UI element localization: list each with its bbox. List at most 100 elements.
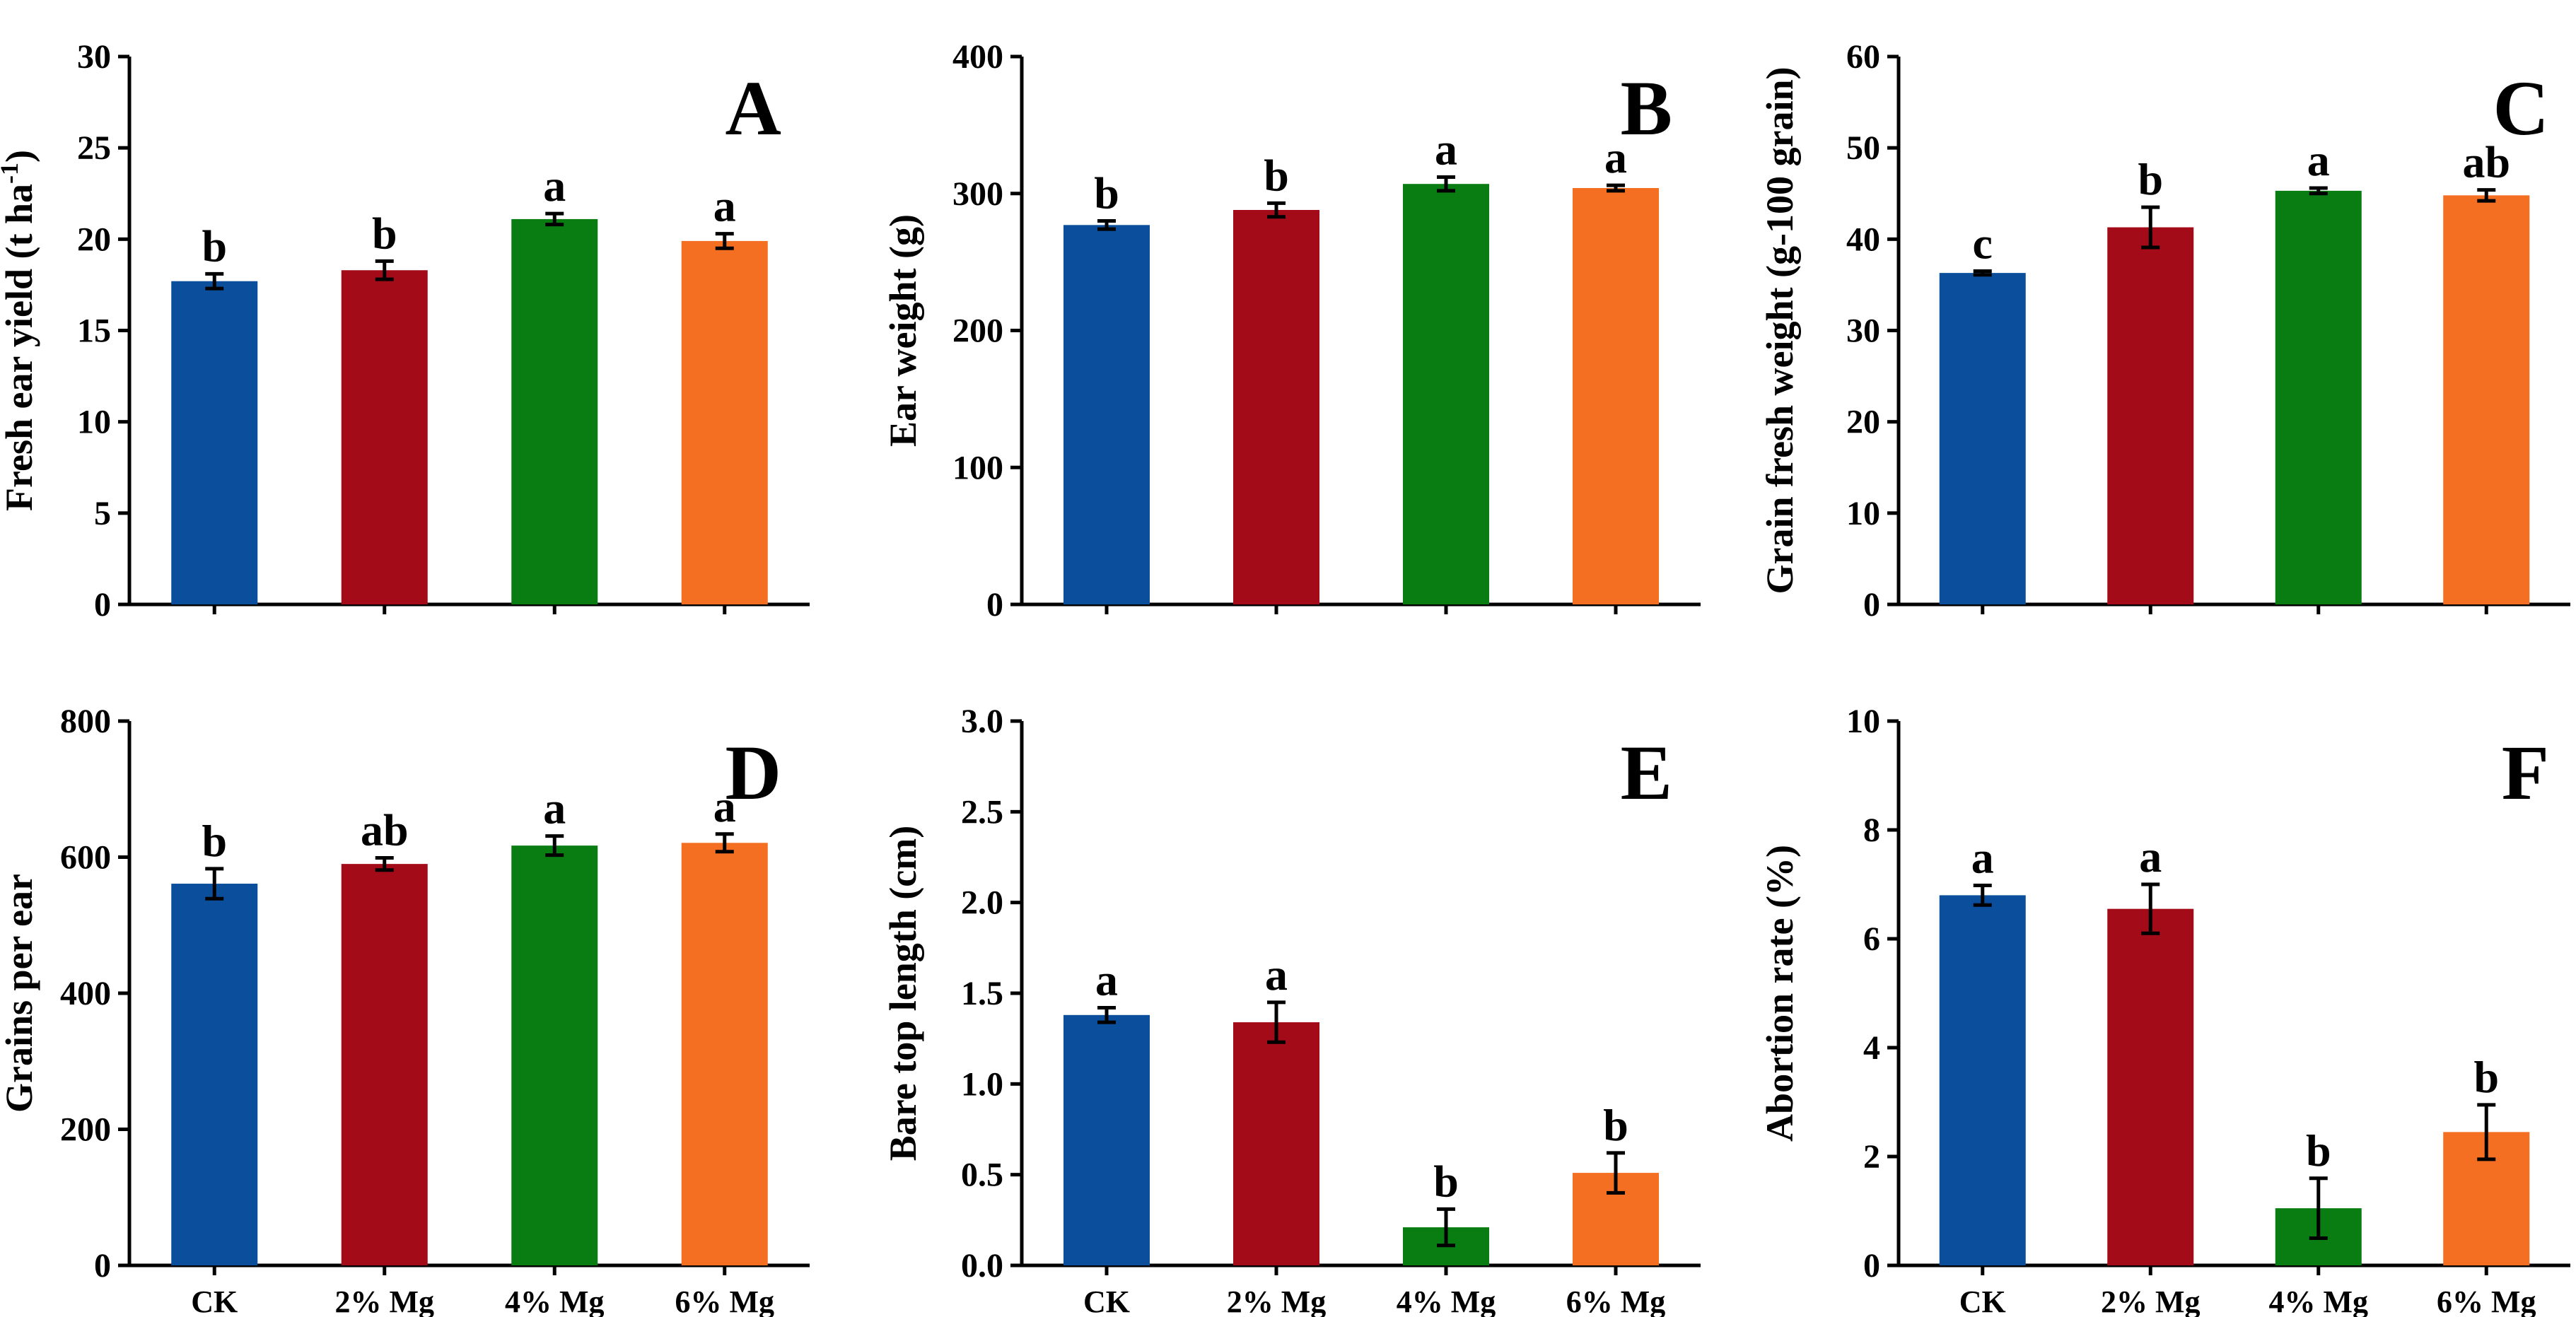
- panel-letter: F: [2502, 730, 2549, 816]
- x-tick-label: 4% Mg: [2268, 1284, 2368, 1317]
- y-tick-label: 25: [77, 129, 111, 167]
- panel-letter: A: [725, 65, 781, 151]
- bar: [2107, 908, 2194, 1265]
- y-tick-label: 6: [1863, 920, 1880, 958]
- panel-letter: B: [1621, 65, 1672, 151]
- y-axis-label-superscript: -1: [0, 163, 23, 184]
- bar: [511, 218, 598, 605]
- y-tick-label: 15: [77, 312, 111, 350]
- y-tick-label: 0: [1863, 1247, 1880, 1284]
- panel-F: 0 2 4 6 8 10 a CK a 2% Mg b 4% Mg b 6% Mg F Abortion ra…: [1759, 703, 2570, 1317]
- bar: [511, 845, 598, 1265]
- x-tick-label: 4% Mg: [505, 1284, 605, 1317]
- bar: [1403, 184, 1489, 604]
- bar: [171, 884, 258, 1265]
- x-tick-label: 2% Mg: [1227, 1284, 1327, 1317]
- significance-label: ab: [361, 804, 409, 855]
- y-axis-label: Grain fresh weight (g-100 grain): [1759, 67, 1801, 595]
- y-axis-label: Ear weight (g): [882, 214, 924, 447]
- x-tick-label: 4% Mg: [1397, 1284, 1496, 1317]
- significance-label: a: [1971, 833, 1994, 883]
- significance-label: b: [2473, 1052, 2499, 1102]
- significance-label: b: [372, 208, 397, 258]
- panel-D: 0 200 400 600 800 b CK ab 2% Mg a 4% Mg a 6% Mg D Grai…: [0, 703, 810, 1317]
- y-axis-label: Grains per ear: [0, 874, 40, 1113]
- significance-label: b: [202, 816, 227, 866]
- significance-label: b: [1264, 150, 1289, 200]
- bar: [2443, 195, 2530, 604]
- bar: [1233, 210, 1319, 604]
- y-tick-label: 50: [1846, 129, 1880, 167]
- significance-label: b: [2138, 154, 2163, 204]
- y-tick-label: 300: [952, 175, 1003, 213]
- y-tick-label: 200: [60, 1111, 111, 1149]
- y-axis-label: Bare top length (cm): [882, 826, 924, 1161]
- x-tick-label: CK: [1083, 1284, 1130, 1317]
- y-tick-label: 1.0: [961, 1065, 1003, 1103]
- y-tick-label: 400: [952, 38, 1003, 76]
- y-axis-label: Abortion rate (%): [1759, 845, 1801, 1142]
- bar: [1233, 1022, 1319, 1265]
- significance-label: ab: [2462, 137, 2510, 187]
- panel-letter: C: [2493, 65, 2549, 151]
- significance-label: a: [1435, 124, 1457, 175]
- panel-C: 0 10 20 30 40 50 60 c b a abC Grain fresh weight (g…: [1759, 38, 2570, 624]
- bar: [681, 240, 768, 605]
- y-axis-label-close: ): [0, 150, 40, 163]
- significance-label: a: [2139, 831, 2162, 882]
- y-tick-label: 10: [77, 404, 111, 441]
- bar: [341, 270, 428, 604]
- bar: [1939, 895, 2026, 1265]
- y-tick-label: 0: [94, 586, 111, 624]
- y-tick-label: 0: [94, 1247, 111, 1284]
- y-tick-label: 2.0: [961, 884, 1003, 922]
- y-tick-label: 0: [1863, 586, 1880, 624]
- significance-label: a: [543, 783, 566, 833]
- y-tick-label: 3.0: [961, 703, 1003, 740]
- y-axis-label: Fresh ear yield (t ha-1): [0, 150, 40, 511]
- y-tick-label: 30: [1846, 312, 1880, 350]
- y-tick-label: 400: [60, 975, 111, 1012]
- x-tick-label: 2% Mg: [334, 1284, 434, 1317]
- significance-label: a: [1095, 955, 1118, 1005]
- y-tick-label: 2.5: [961, 793, 1003, 831]
- bar: [1573, 188, 1659, 604]
- bar: [1063, 225, 1150, 604]
- y-tick-label: 5: [94, 495, 111, 532]
- significance-label: a: [2307, 135, 2330, 185]
- bar: [681, 843, 768, 1265]
- panel-E: 0.0 0.5 1.0 1.5 2.0 2.5 3.0 a CK a 2% Mg b 4% Mg b 6% …: [882, 703, 1701, 1317]
- y-tick-label: 4: [1863, 1029, 1880, 1067]
- y-tick-label: 800: [60, 703, 111, 740]
- x-tick-label: 2% Mg: [2101, 1284, 2201, 1317]
- significance-label: a: [713, 781, 736, 831]
- bar: [1939, 273, 2026, 604]
- y-tick-label: 30: [77, 38, 111, 76]
- y-tick-label: 200: [952, 312, 1003, 350]
- x-tick-label: 6% Mg: [1566, 1284, 1666, 1317]
- y-tick-label: 10: [1846, 495, 1880, 532]
- significance-label: a: [1604, 132, 1627, 182]
- significance-label: a: [543, 160, 566, 211]
- significance-label: a: [713, 181, 736, 231]
- y-tick-label: 20: [1846, 404, 1880, 441]
- significance-label: b: [202, 221, 227, 271]
- x-tick-label: 6% Mg: [2437, 1284, 2536, 1317]
- y-tick-label: 2: [1863, 1138, 1880, 1176]
- y-tick-label: 1.5: [961, 975, 1003, 1012]
- panel-letter: E: [1621, 730, 1672, 816]
- y-tick-label: 10: [1846, 703, 1880, 740]
- y-tick-label: 0.5: [961, 1157, 1003, 1194]
- y-tick-label: 0: [986, 586, 1003, 624]
- y-tick-label: 0.0: [961, 1247, 1003, 1284]
- significance-label: c: [1973, 218, 1993, 269]
- significance-label: b: [1094, 168, 1119, 218]
- bar: [2275, 190, 2362, 604]
- x-tick-label: CK: [191, 1284, 238, 1317]
- significance-label: a: [1265, 949, 1288, 1000]
- x-tick-label: 6% Mg: [675, 1284, 774, 1317]
- y-tick-label: 60: [1846, 38, 1880, 76]
